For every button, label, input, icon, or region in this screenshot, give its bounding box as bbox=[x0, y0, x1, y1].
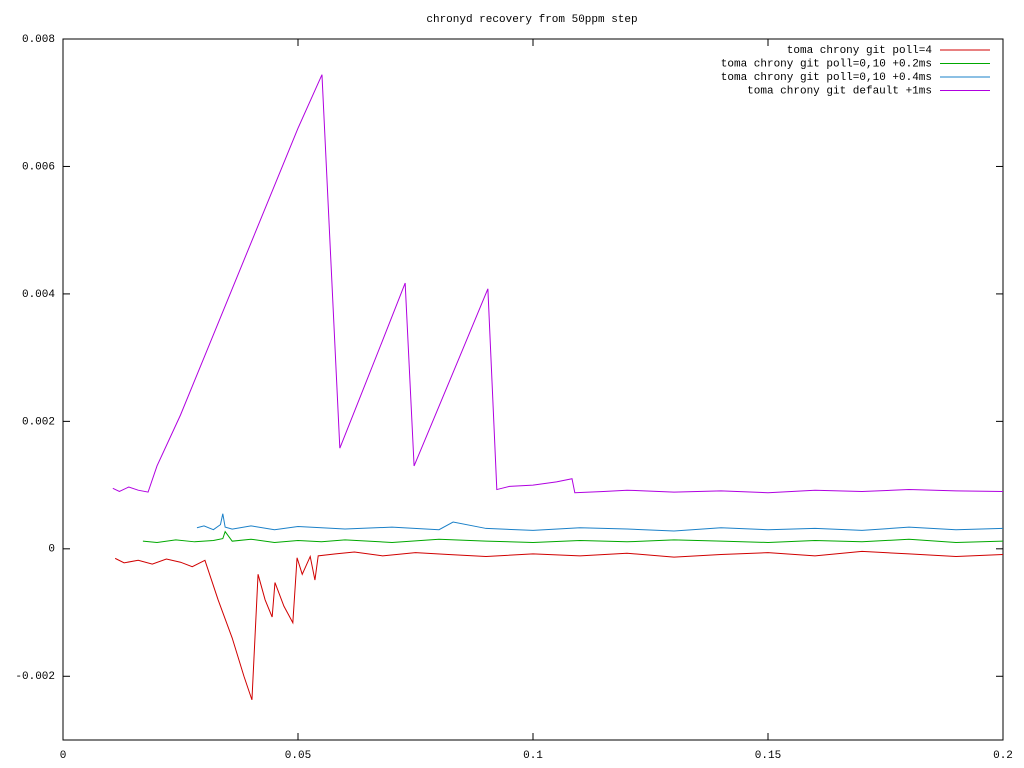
legend-label: toma chrony git poll=0,10 +0.2ms bbox=[721, 58, 932, 70]
legend-label: toma chrony git poll=0,10 +0.4ms bbox=[721, 72, 932, 84]
legend-label: toma chrony git poll=4 bbox=[787, 45, 933, 57]
series-line bbox=[114, 550, 1004, 701]
x-tick-label: 0.05 bbox=[285, 750, 311, 762]
y-tick-label: 0.004 bbox=[22, 289, 55, 301]
legend-label: toma chrony git default +1ms bbox=[747, 85, 932, 97]
y-tick-label: 0.002 bbox=[22, 416, 55, 428]
series-line bbox=[196, 513, 1004, 532]
y-tick-label: -0.002 bbox=[15, 671, 55, 683]
y-tick-label: 0.008 bbox=[22, 34, 55, 46]
chart-title: chronyd recovery from 50ppm step bbox=[426, 14, 637, 26]
x-tick-label: 0 bbox=[60, 750, 67, 762]
x-tick-label: 0.1 bbox=[523, 750, 543, 762]
x-tick-label: 0.2 bbox=[993, 750, 1013, 762]
series-line bbox=[142, 530, 1004, 543]
y-tick-label: 0 bbox=[48, 544, 55, 556]
y-tick-label: 0.006 bbox=[22, 161, 55, 173]
x-tick-label: 0.15 bbox=[755, 750, 781, 762]
series-line bbox=[112, 74, 1004, 494]
